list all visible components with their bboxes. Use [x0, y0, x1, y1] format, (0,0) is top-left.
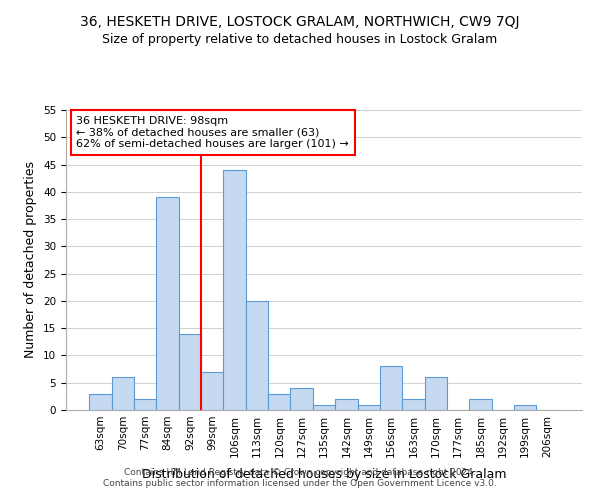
Bar — [469, 399, 491, 410]
Bar — [425, 378, 447, 410]
Bar — [89, 394, 112, 410]
Bar — [179, 334, 201, 410]
Y-axis label: Number of detached properties: Number of detached properties — [25, 162, 37, 358]
Bar — [514, 404, 536, 410]
Bar — [112, 378, 134, 410]
Bar — [201, 372, 223, 410]
Bar — [402, 399, 425, 410]
Bar — [157, 198, 179, 410]
Text: Contains HM Land Registry data © Crown copyright and database right 2024.
Contai: Contains HM Land Registry data © Crown c… — [103, 468, 497, 487]
Bar — [313, 404, 335, 410]
Text: 36, HESKETH DRIVE, LOSTOCK GRALAM, NORTHWICH, CW9 7QJ: 36, HESKETH DRIVE, LOSTOCK GRALAM, NORTH… — [80, 15, 520, 29]
Bar — [290, 388, 313, 410]
Bar — [268, 394, 290, 410]
Bar — [335, 399, 358, 410]
Text: 36 HESKETH DRIVE: 98sqm
← 38% of detached houses are smaller (63)
62% of semi-de: 36 HESKETH DRIVE: 98sqm ← 38% of detache… — [76, 116, 349, 149]
Bar — [380, 366, 402, 410]
Bar — [358, 404, 380, 410]
Bar — [134, 399, 157, 410]
Bar — [223, 170, 246, 410]
X-axis label: Distribution of detached houses by size in Lostock Gralam: Distribution of detached houses by size … — [142, 468, 506, 481]
Bar — [246, 301, 268, 410]
Text: Size of property relative to detached houses in Lostock Gralam: Size of property relative to detached ho… — [103, 32, 497, 46]
